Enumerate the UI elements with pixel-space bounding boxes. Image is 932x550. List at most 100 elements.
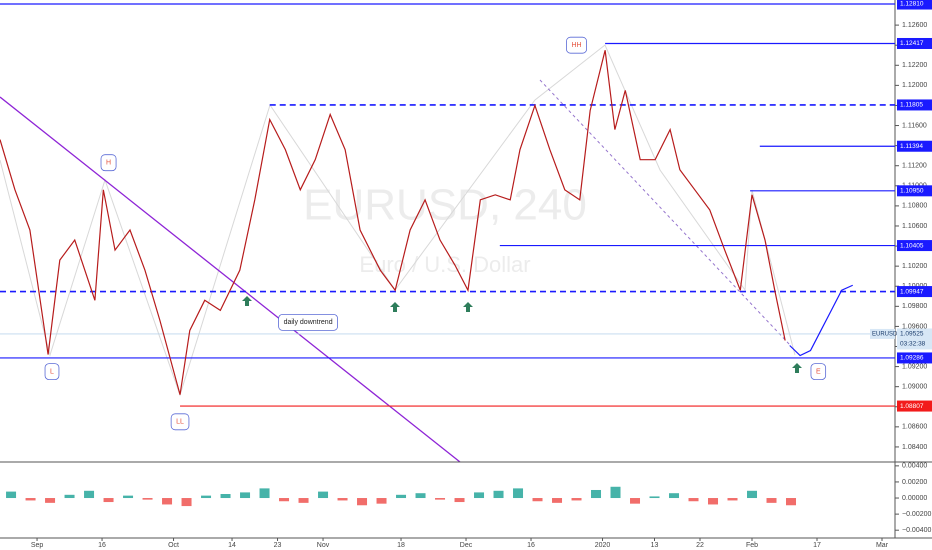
- y-tick-label: 1.09200: [902, 363, 927, 370]
- y-tick-label: 1.09600: [902, 323, 927, 330]
- level-label: 1.09947: [900, 288, 924, 295]
- histogram-bar: [337, 498, 348, 501]
- histogram-bar: [513, 488, 524, 499]
- pattern-lines: [0, 44, 796, 397]
- y-tick-label: 1.08400: [902, 444, 927, 451]
- x-tick-label: 2020: [595, 542, 611, 549]
- trendline: [0, 96, 461, 463]
- level-label: 1.11394: [900, 143, 923, 150]
- annotation-box: [100, 154, 117, 172]
- level-label: 1.10950: [900, 188, 924, 195]
- histogram-bar: [571, 498, 582, 501]
- x-tick-label: 22: [696, 542, 704, 549]
- y-tick-label: 1.12000: [902, 82, 927, 89]
- histogram-bar: [747, 490, 758, 499]
- annotation: daily downtrend: [284, 319, 333, 326]
- symbol-box: [870, 328, 895, 339]
- histogram-bar: [493, 490, 504, 499]
- level-label-box: [897, 140, 932, 152]
- level-label: 1.12417: [900, 40, 924, 47]
- x-tick-label: 16: [527, 542, 535, 549]
- level-label-box: [897, 99, 932, 111]
- level-label-box: [897, 400, 932, 412]
- y-tick-label: 1.10200: [902, 263, 927, 270]
- x-tick-label: Sep: [31, 542, 44, 549]
- x-tick-label: Dec: [460, 542, 473, 549]
- histogram-bar: [103, 498, 114, 503]
- annotation-box: [810, 363, 827, 381]
- histogram-bar: [6, 491, 17, 499]
- histogram-bar: [142, 498, 153, 500]
- histogram-bar: [298, 498, 309, 503]
- y-tick-label: −0.00400: [902, 527, 931, 534]
- level-label-box: [897, 286, 932, 298]
- x-tick-label: 16: [98, 542, 106, 549]
- channel-line: [539, 79, 791, 346]
- last-price-box: [897, 328, 932, 350]
- y-tick-label: 1.09000: [902, 384, 927, 391]
- level-label: 1.08807: [900, 403, 924, 410]
- histogram-bar: [454, 498, 465, 503]
- histogram-bar: [435, 498, 446, 500]
- histogram-bar: [688, 498, 699, 502]
- level-label: 1.12810: [900, 1, 924, 8]
- histogram-bar: [181, 498, 192, 507]
- x-tick-label: Oct: [168, 542, 179, 549]
- histogram-bar: [669, 493, 680, 499]
- annotation: L: [50, 368, 54, 375]
- watermark-subtitle: Euro / U.S. Dollar: [359, 252, 530, 277]
- histogram-bar: [415, 493, 426, 499]
- histogram-bar: [220, 494, 231, 499]
- histogram-bar: [591, 489, 602, 499]
- histogram-bar: [649, 496, 660, 499]
- y-tick-label: 1.08600: [902, 424, 927, 431]
- x-tick-label: 14: [228, 542, 236, 549]
- histogram-bar: [610, 486, 621, 499]
- histogram-bar: [727, 498, 738, 501]
- histogram-bar: [474, 492, 485, 499]
- y-tick-label: 1.10800: [902, 203, 927, 210]
- y-tick-label: 0.00200: [902, 479, 927, 486]
- histogram-bar: [708, 498, 719, 505]
- histogram-bar: [357, 498, 368, 506]
- annotation-box: [278, 313, 338, 331]
- level-label: 1.10405: [900, 242, 924, 249]
- histogram-bar: [84, 490, 95, 499]
- x-tick-label: 18: [397, 542, 405, 549]
- histogram-bar: [201, 495, 212, 499]
- y-tick-label: 0.00400: [902, 463, 927, 470]
- y-tick-label: 1.12600: [902, 22, 927, 29]
- y-tick-label: −0.00200: [902, 511, 931, 518]
- arrows: [242, 296, 802, 373]
- histogram-bar: [786, 498, 797, 506]
- x-tick-label: Mar: [876, 542, 889, 549]
- price-line: [789, 284, 854, 357]
- histogram-bar: [766, 498, 777, 503]
- annotation: H: [106, 160, 111, 167]
- last-price-label: 1.09525: [900, 331, 924, 338]
- level-label-box: [897, 352, 932, 364]
- x-tick-label: 23: [274, 542, 282, 549]
- level-label-box: [897, 185, 932, 197]
- histogram-bar: [123, 495, 134, 499]
- histogram-bar: [318, 491, 329, 499]
- histogram-bar: [552, 498, 563, 503]
- histogram-bar: [162, 498, 173, 505]
- x-tick-label: 17: [813, 542, 821, 549]
- annotation: E: [816, 368, 821, 375]
- countdown: 03:32:38: [900, 341, 926, 348]
- histogram-bar: [396, 494, 407, 499]
- annotation-box: [44, 363, 60, 381]
- x-tick-label: 13: [651, 542, 659, 549]
- annotation: LL: [176, 419, 184, 426]
- x-tick-label: Nov: [317, 542, 330, 549]
- level-label-box: [897, 0, 932, 10]
- level-label: 1.11805: [900, 102, 923, 109]
- histogram-bar: [376, 498, 387, 504]
- y-tick-label: 1.10600: [902, 223, 927, 230]
- x-tick-label: Feb: [746, 542, 758, 549]
- histogram-bar: [279, 498, 290, 502]
- y-tick-label: 1.09800: [902, 303, 927, 310]
